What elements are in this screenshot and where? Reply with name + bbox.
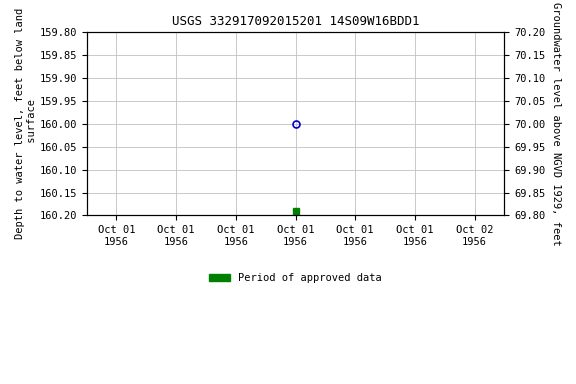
Title: USGS 332917092015201 14S09W16BDD1: USGS 332917092015201 14S09W16BDD1 <box>172 15 419 28</box>
Legend: Period of approved data: Period of approved data <box>205 269 386 287</box>
Y-axis label: Depth to water level, feet below land
 surface: Depth to water level, feet below land su… <box>15 8 37 239</box>
Y-axis label: Groundwater level above NGVD 1929, feet: Groundwater level above NGVD 1929, feet <box>551 2 561 246</box>
